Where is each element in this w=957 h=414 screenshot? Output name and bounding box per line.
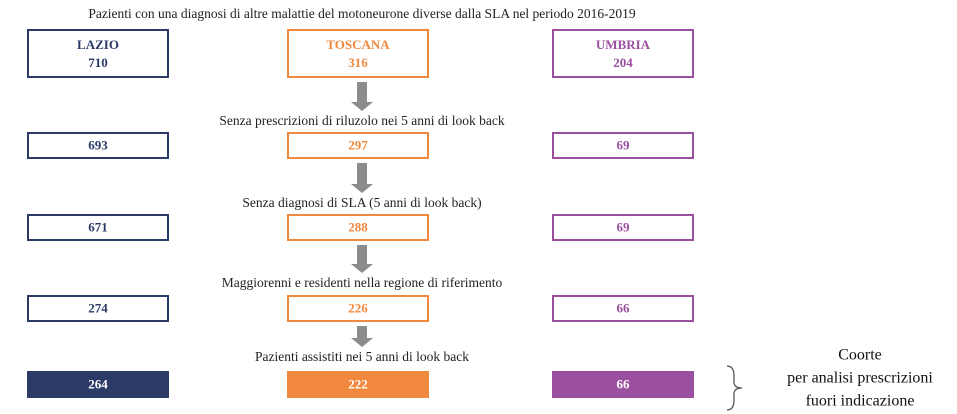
step-value: 264 xyxy=(88,376,108,391)
down-arrow xyxy=(351,163,373,193)
region-name: TOSCANA xyxy=(326,37,390,52)
region-value: 204 xyxy=(613,55,633,70)
cohort-label: Coorte xyxy=(838,347,882,364)
cohort-label: fuori indicazione xyxy=(806,393,915,410)
step-label: Pazienti assistiti nei 5 anni di look ba… xyxy=(255,349,469,364)
down-arrow xyxy=(351,245,373,273)
step-box xyxy=(287,295,429,322)
down-arrow xyxy=(351,326,373,347)
step-box xyxy=(27,214,169,241)
region-box xyxy=(287,29,429,78)
step-value: 226 xyxy=(348,300,368,315)
step-box xyxy=(552,295,694,322)
region-box xyxy=(27,29,169,78)
step-value: 69 xyxy=(617,137,631,152)
step-value: 69 xyxy=(617,219,631,234)
step-box xyxy=(287,214,429,241)
step-label: Maggiorenni e residenti nella regione di… xyxy=(222,275,503,290)
cohort-label: per analisi prescrizioni xyxy=(787,370,933,387)
step-value: 671 xyxy=(88,219,108,234)
step-label: Senza prescrizioni di riluzolo nei 5 ann… xyxy=(219,113,505,128)
down-arrow xyxy=(351,82,373,111)
step-box xyxy=(27,295,169,322)
step-value: 222 xyxy=(348,376,368,391)
cohort-box xyxy=(552,371,694,398)
step-box xyxy=(552,214,694,241)
step-value: 297 xyxy=(348,137,368,152)
diagram-title: Pazienti con una diagnosi di altre malat… xyxy=(88,6,636,21)
step-value: 66 xyxy=(617,300,631,315)
cohort-box xyxy=(27,371,169,398)
region-value: 710 xyxy=(88,55,108,70)
step-value: 693 xyxy=(88,137,108,152)
region-box xyxy=(552,29,694,78)
step-value: 274 xyxy=(88,300,108,315)
region-name: LAZIO xyxy=(77,37,119,52)
cohort-box xyxy=(287,371,429,398)
step-box xyxy=(552,132,694,159)
step-box xyxy=(287,132,429,159)
region-name: UMBRIA xyxy=(596,37,651,52)
step-label: Senza diagnosi di SLA (5 anni di look ba… xyxy=(242,195,481,210)
region-value: 316 xyxy=(348,55,368,70)
step-box xyxy=(27,132,169,159)
cohort-bracket xyxy=(726,365,743,411)
step-value: 288 xyxy=(348,219,368,234)
step-value: 66 xyxy=(617,376,631,391)
